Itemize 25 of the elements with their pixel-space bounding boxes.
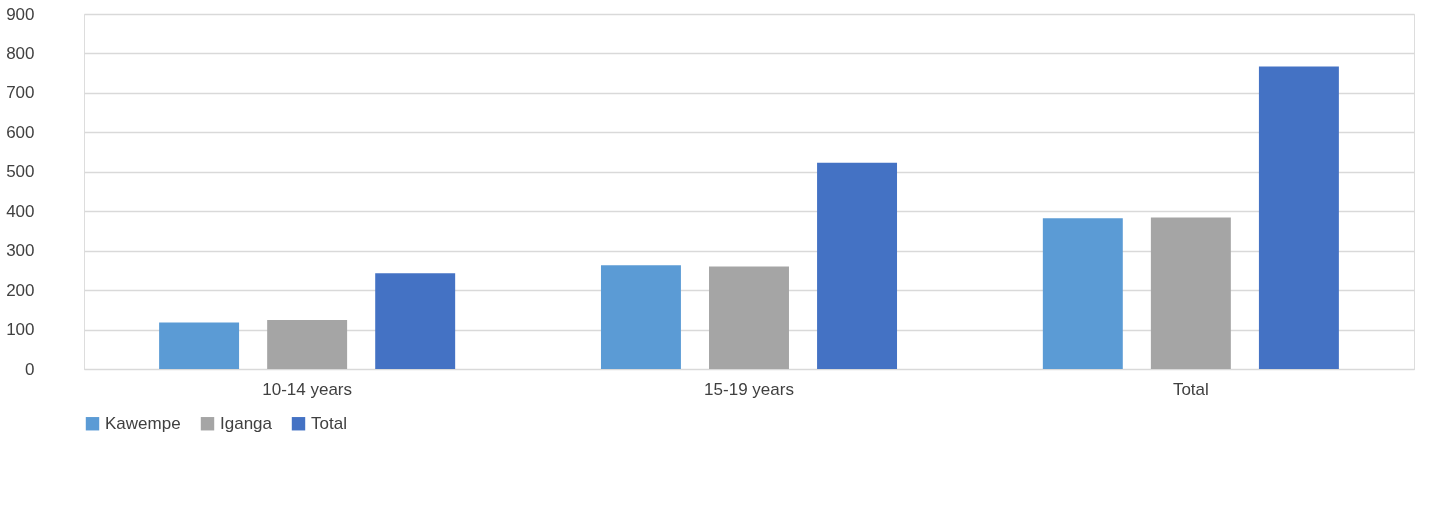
y-tick-label: 900 — [6, 4, 35, 24]
bar — [817, 162, 898, 369]
y-tick-label: 300 — [6, 241, 35, 261]
y-tick-label: 600 — [6, 122, 35, 142]
bar — [1042, 218, 1123, 369]
y-tick-label: 700 — [6, 83, 35, 103]
bar — [375, 273, 456, 369]
y-tick-label: 800 — [6, 43, 35, 63]
y-tick-label: 400 — [6, 201, 35, 221]
bar — [267, 320, 348, 369]
legend-label: Total — [311, 413, 347, 433]
x-tick-label: 10-14 years — [262, 379, 353, 399]
y-tick-label: 100 — [6, 320, 35, 340]
bar — [1258, 66, 1339, 369]
bar — [159, 322, 240, 369]
y-tick-label: 500 — [6, 162, 35, 182]
x-tick-label: 15-19 years — [704, 379, 794, 399]
bar — [1150, 217, 1231, 369]
bar — [709, 266, 789, 369]
legend-label: Kawempe — [105, 413, 181, 433]
y-tick-label: 0 — [25, 359, 35, 379]
legend-label: Iganga — [220, 413, 273, 433]
y-tick-label: 200 — [6, 280, 35, 300]
x-tick-label: Total — [1172, 379, 1209, 399]
bar — [600, 265, 681, 369]
